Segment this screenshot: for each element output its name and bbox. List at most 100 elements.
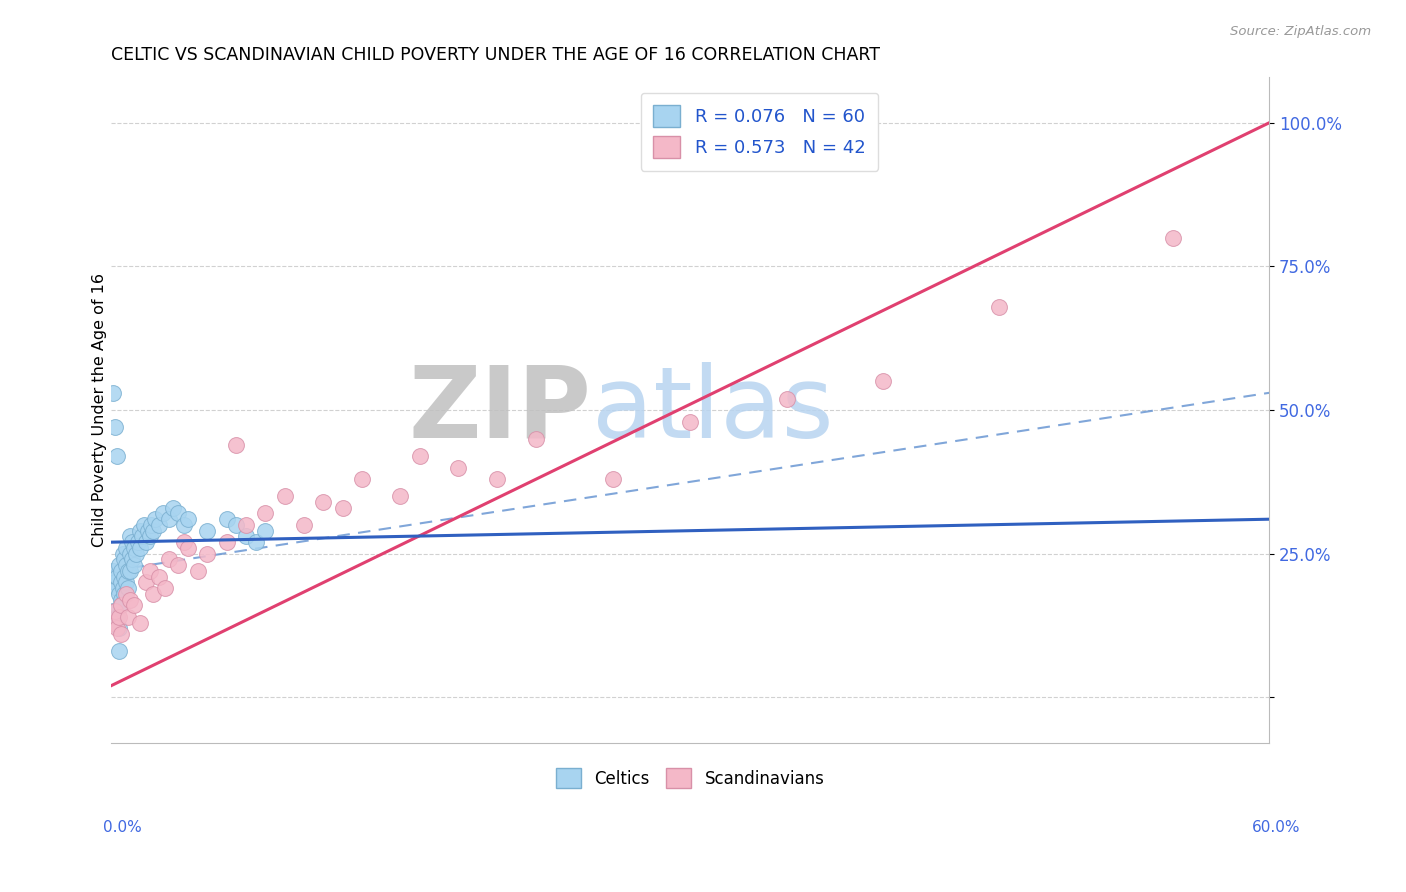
Point xyxy=(110,599,132,613)
Text: 60.0%: 60.0% xyxy=(1253,821,1301,835)
Point xyxy=(101,564,124,578)
Point xyxy=(225,518,247,533)
Point xyxy=(107,621,129,635)
Point xyxy=(105,621,128,635)
Point xyxy=(105,610,128,624)
Point xyxy=(197,524,219,538)
Point xyxy=(104,615,127,630)
Point xyxy=(104,604,127,618)
Point xyxy=(177,541,200,555)
Point xyxy=(142,587,165,601)
Point xyxy=(136,524,159,538)
Point xyxy=(157,512,180,526)
Text: 0.0%: 0.0% xyxy=(103,821,142,835)
Point xyxy=(115,587,138,601)
Point xyxy=(447,460,470,475)
Point xyxy=(122,541,145,555)
Point xyxy=(120,564,142,578)
Point xyxy=(312,495,335,509)
Point xyxy=(117,610,139,624)
Point xyxy=(245,535,267,549)
Point xyxy=(524,432,547,446)
Point xyxy=(350,472,373,486)
Point xyxy=(332,500,354,515)
Point xyxy=(173,535,195,549)
Point xyxy=(128,615,150,630)
Point xyxy=(152,507,174,521)
Point xyxy=(110,564,132,578)
Point xyxy=(138,529,160,543)
Point xyxy=(104,420,127,434)
Point xyxy=(105,449,128,463)
Point xyxy=(197,547,219,561)
Point xyxy=(122,599,145,613)
Point xyxy=(177,512,200,526)
Point xyxy=(173,518,195,533)
Point xyxy=(254,507,277,521)
Point xyxy=(107,644,129,658)
Point xyxy=(101,615,124,630)
Point xyxy=(148,518,170,533)
Point xyxy=(292,518,315,533)
Text: atlas: atlas xyxy=(592,361,834,458)
Point xyxy=(107,610,129,624)
Point xyxy=(114,552,136,566)
Point xyxy=(115,558,138,573)
Point xyxy=(141,518,163,533)
Point xyxy=(235,529,257,543)
Point xyxy=(389,489,412,503)
Point xyxy=(127,535,149,549)
Point xyxy=(167,558,190,573)
Point xyxy=(215,535,238,549)
Point xyxy=(104,575,127,590)
Point xyxy=(120,592,142,607)
Point xyxy=(111,581,134,595)
Point xyxy=(679,415,702,429)
Y-axis label: Child Poverty Under the Age of 16: Child Poverty Under the Age of 16 xyxy=(93,273,107,547)
Point xyxy=(153,581,176,595)
Point xyxy=(167,507,190,521)
Point xyxy=(110,592,132,607)
Point xyxy=(131,529,153,543)
Point xyxy=(132,518,155,533)
Point xyxy=(107,587,129,601)
Point xyxy=(143,512,166,526)
Point xyxy=(110,627,132,641)
Point xyxy=(162,500,184,515)
Point xyxy=(225,437,247,451)
Text: CELTIC VS SCANDINAVIAN CHILD POVERTY UNDER THE AGE OF 16 CORRELATION CHART: CELTIC VS SCANDINAVIAN CHILD POVERTY UND… xyxy=(111,46,880,64)
Point xyxy=(215,512,238,526)
Text: ZIP: ZIP xyxy=(409,361,592,458)
Point xyxy=(115,541,138,555)
Point xyxy=(117,564,139,578)
Point xyxy=(142,524,165,538)
Point xyxy=(987,300,1010,314)
Point xyxy=(122,558,145,573)
Point xyxy=(105,569,128,583)
Point xyxy=(235,518,257,533)
Point xyxy=(128,524,150,538)
Point xyxy=(110,575,132,590)
Point xyxy=(107,558,129,573)
Point xyxy=(115,575,138,590)
Point xyxy=(117,581,139,595)
Point xyxy=(135,535,157,549)
Point xyxy=(775,392,797,406)
Point xyxy=(110,599,132,613)
Point xyxy=(101,604,124,618)
Point xyxy=(254,524,277,538)
Point xyxy=(148,569,170,583)
Point xyxy=(187,564,209,578)
Point xyxy=(128,541,150,555)
Text: Source: ZipAtlas.com: Source: ZipAtlas.com xyxy=(1230,25,1371,38)
Point xyxy=(114,569,136,583)
Point xyxy=(138,564,160,578)
Point xyxy=(157,552,180,566)
Point xyxy=(135,575,157,590)
Point xyxy=(602,472,624,486)
Legend: Celtics, Scandinavians: Celtics, Scandinavians xyxy=(550,761,831,795)
Point xyxy=(409,449,432,463)
Point xyxy=(125,547,148,561)
Point xyxy=(105,581,128,595)
Point xyxy=(485,472,508,486)
